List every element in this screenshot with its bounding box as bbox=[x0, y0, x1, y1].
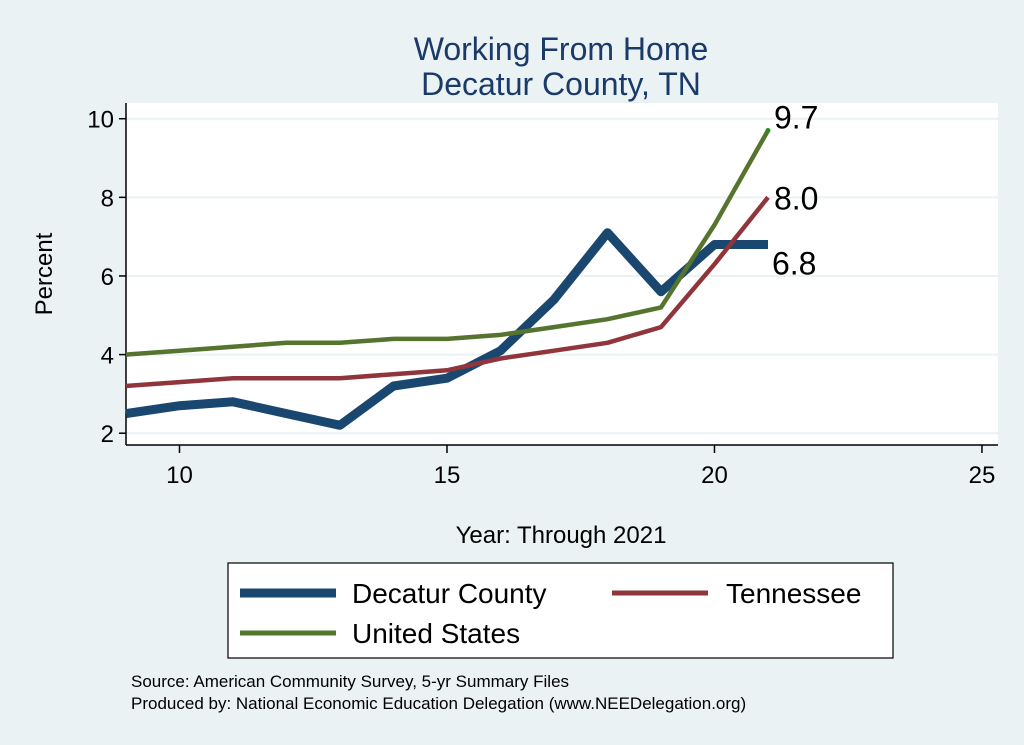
end-labels: 6.8 8.0 9.7 bbox=[772, 100, 818, 282]
series-line-tennessee bbox=[125, 195, 770, 389]
series-end-marker-united-states bbox=[765, 128, 771, 134]
x-tick-label-25: 25 bbox=[969, 462, 996, 489]
end-label-tennessee: 8.0 bbox=[774, 180, 818, 216]
gridlines bbox=[126, 117, 998, 435]
end-label-united-states: 9.7 bbox=[774, 100, 818, 136]
x-tick-label-10: 10 bbox=[166, 462, 193, 489]
chart-subtitle: Decatur County, TN bbox=[421, 66, 701, 102]
source-note: Source: American Community Survey, 5-yr … bbox=[131, 672, 569, 691]
series-line-decatur-county bbox=[125, 228, 768, 430]
x-axis-title: Year: Through 2021 bbox=[456, 522, 667, 549]
legend: Decatur County Tennessee United States bbox=[227, 562, 894, 659]
producer-note: Produced by: National Economic Education… bbox=[131, 694, 746, 713]
y-tick-label-4: 4 bbox=[101, 343, 114, 370]
legend-box bbox=[227, 562, 894, 659]
y-tick-label-2: 2 bbox=[101, 421, 114, 448]
y-tick-label-8: 8 bbox=[101, 185, 114, 212]
y-tick-label-10: 10 bbox=[87, 107, 114, 134]
legend-label-tennessee: Tennessee bbox=[726, 578, 861, 609]
y-tick-label-6: 6 bbox=[101, 264, 114, 291]
x-tick-label-20: 20 bbox=[701, 462, 728, 489]
chart-title: Working From Home bbox=[414, 31, 709, 67]
legend-label-united-states: United States bbox=[352, 618, 520, 649]
x-tick-label-15: 15 bbox=[434, 462, 461, 489]
series-line-united-states bbox=[125, 129, 770, 357]
axes: 2 4 6 8 10 10 15 20 25 bbox=[87, 103, 998, 489]
series-lines bbox=[125, 128, 771, 430]
y-axis-title: Percent bbox=[31, 232, 58, 315]
plot-area bbox=[126, 103, 998, 445]
end-label-decatur-county: 6.8 bbox=[772, 246, 816, 282]
legend-label-decatur-county: Decatur County bbox=[352, 578, 547, 609]
